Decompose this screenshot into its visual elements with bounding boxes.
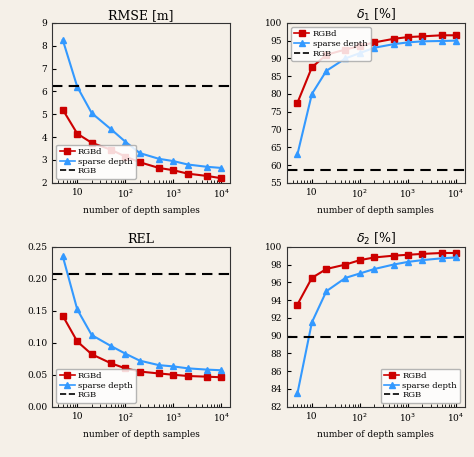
Title: REL: REL [128, 233, 155, 245]
Title: RMSE [m]: RMSE [m] [108, 9, 174, 21]
X-axis label: number of depth samples: number of depth samples [82, 206, 200, 215]
Legend: RGBd, sparse depth, RGB: RGBd, sparse depth, RGB [381, 368, 460, 403]
X-axis label: number of depth samples: number of depth samples [82, 430, 200, 439]
Legend: RGBd, sparse depth, RGB: RGBd, sparse depth, RGB [291, 27, 371, 61]
Title: $\delta_2$ [%]: $\delta_2$ [%] [356, 231, 396, 247]
X-axis label: number of depth samples: number of depth samples [317, 206, 434, 215]
X-axis label: number of depth samples: number of depth samples [317, 430, 434, 439]
Title: $\delta_1$ [%]: $\delta_1$ [%] [356, 7, 396, 23]
Legend: RGBd, sparse depth, RGB: RGBd, sparse depth, RGB [56, 368, 136, 403]
Legend: RGBd, sparse depth, RGB: RGBd, sparse depth, RGB [56, 144, 136, 179]
